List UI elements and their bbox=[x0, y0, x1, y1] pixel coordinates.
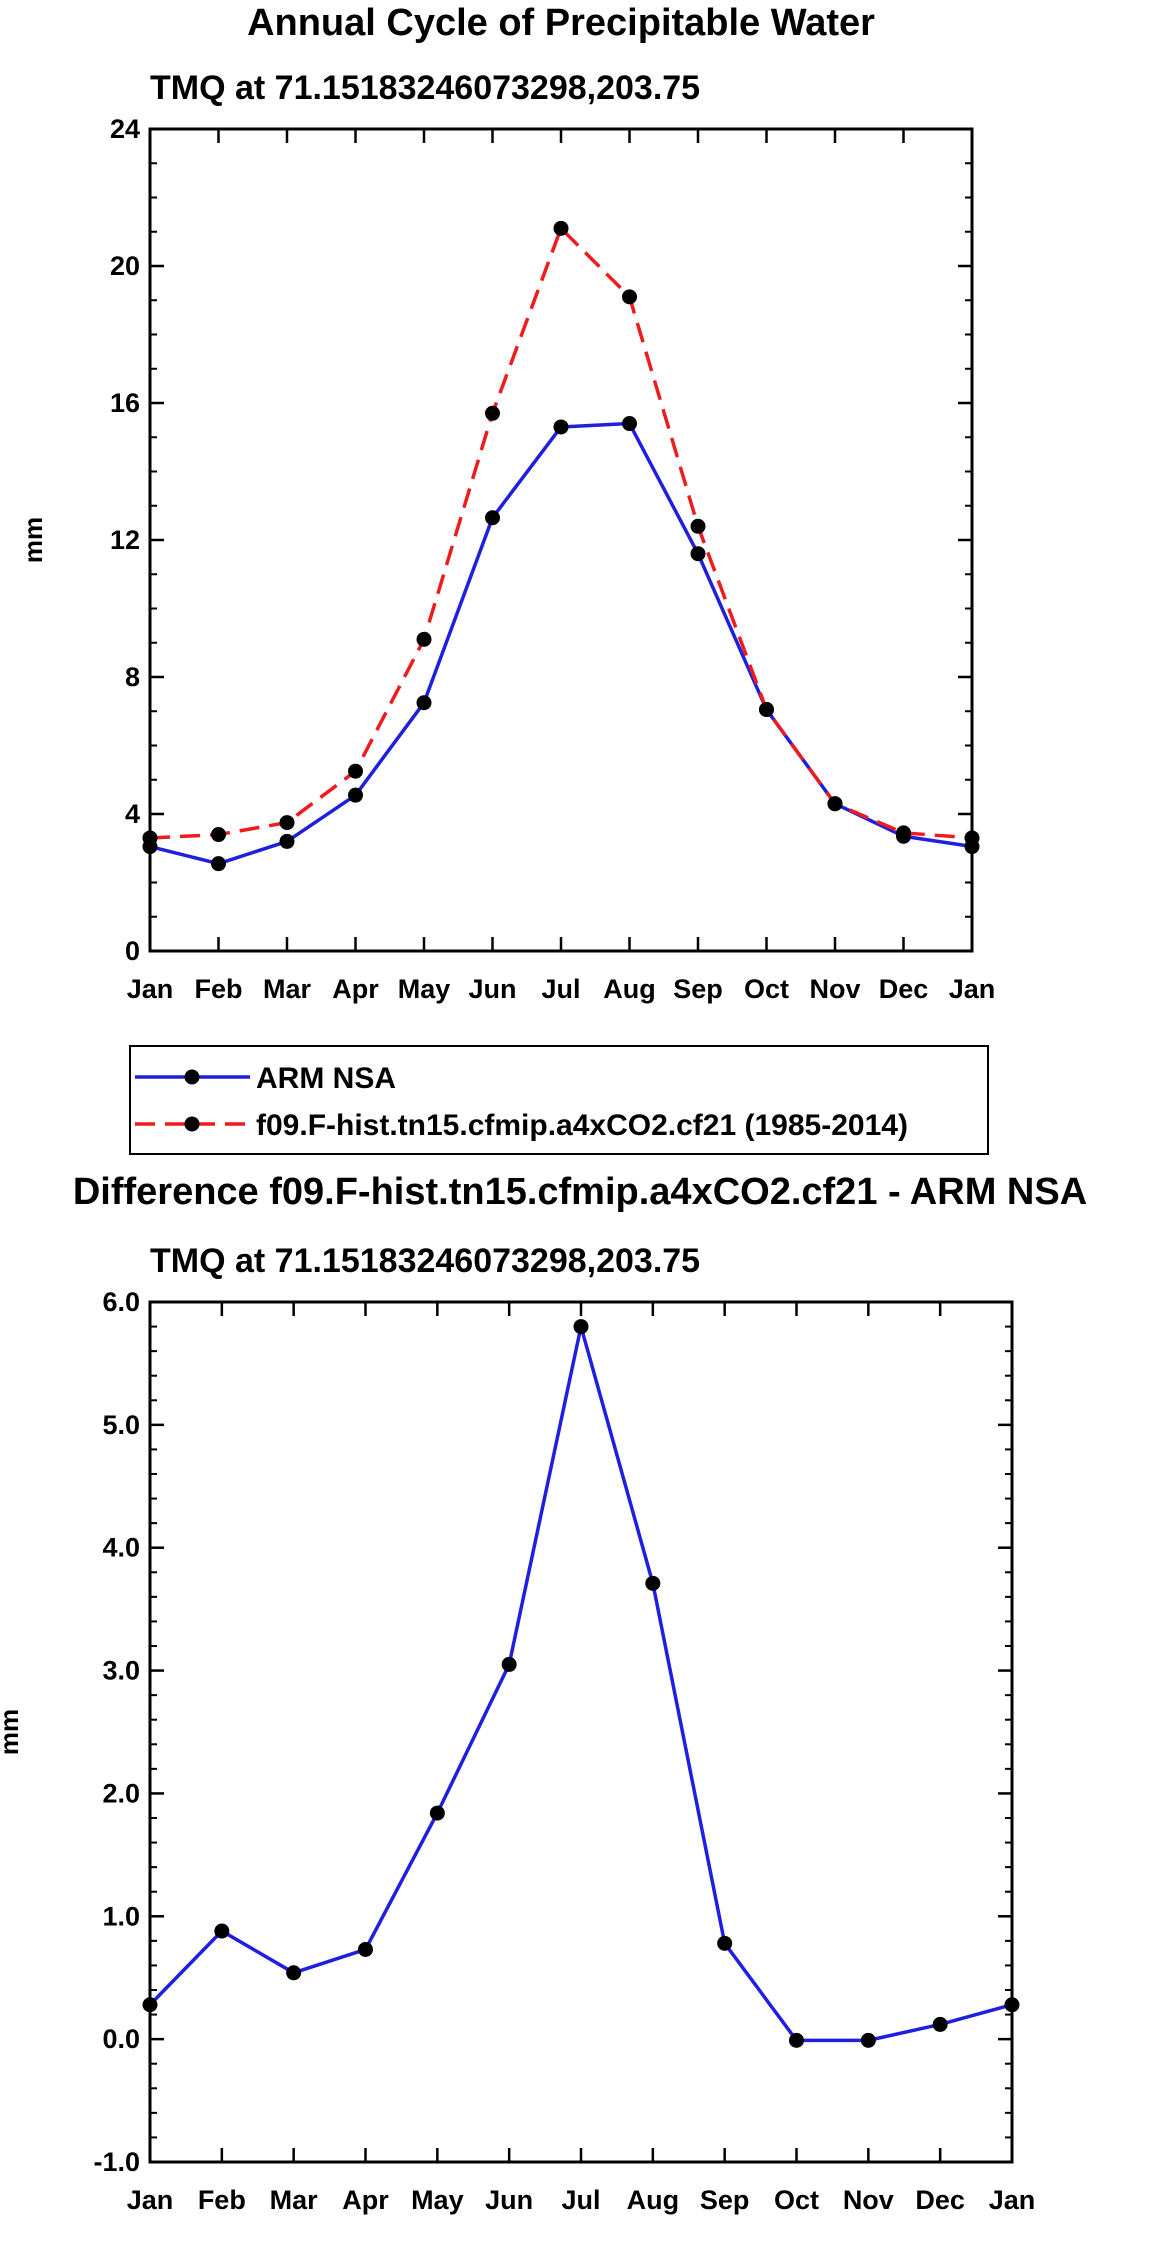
data-point-series-0 bbox=[211, 856, 226, 872]
x-tick-label: Jun bbox=[485, 2185, 533, 2215]
data-point-series-1 bbox=[827, 796, 843, 812]
y-tick-label: 24 bbox=[110, 114, 140, 144]
x-tick-label: Jan bbox=[127, 974, 174, 1004]
difference-chart: TMQ at 71.15183246073298,203.75 mm Jan Feb M… bbox=[0, 1242, 1035, 2215]
legend-box bbox=[129, 1045, 989, 1155]
y-tick-label: 16 bbox=[110, 388, 140, 418]
series-line-0 bbox=[148, 1324, 1013, 2043]
y-tick-label: 4 bbox=[125, 799, 140, 829]
x-tick-label: Sep bbox=[673, 974, 723, 1004]
legend: ARM NSA f09.F-hist.tn15.cfmip.a4xCO2.cf21… bbox=[129, 1045, 989, 1155]
difference-title: Difference f09.F-hist.tn15.cfmip.a4xCO2.… bbox=[73, 1171, 1087, 1213]
data-point-series-1 bbox=[759, 702, 774, 718]
y-axis-label: mm bbox=[18, 517, 48, 563]
data-point-series-1 bbox=[211, 827, 226, 843]
data-point-series-1 bbox=[690, 518, 706, 534]
y-tick-label: 4.0 bbox=[102, 1533, 140, 1563]
y-tick-label: 20 bbox=[110, 251, 140, 281]
legend-label-0: ARM NSA bbox=[256, 1062, 396, 1095]
y-tick-label: 12 bbox=[110, 525, 140, 555]
y-tick-label: 8 bbox=[125, 662, 140, 692]
x-tick-label: May bbox=[411, 2185, 464, 2215]
plot-frame bbox=[148, 127, 974, 953]
data-point-series-0 bbox=[789, 2032, 804, 2048]
data-point-series-0 bbox=[348, 787, 363, 803]
x-tick-label: Mar bbox=[270, 2185, 319, 2215]
data-point-series-1 bbox=[279, 815, 295, 831]
x-tick-label: Nov bbox=[809, 974, 860, 1004]
data-point-series-0 bbox=[501, 1656, 517, 1672]
x-tick-label: Feb bbox=[198, 2185, 246, 2215]
data-point-series-1 bbox=[485, 405, 500, 421]
plot-frame bbox=[148, 1300, 1014, 2164]
x-tick-label: Nov bbox=[843, 2185, 894, 2215]
x-tick-label: Dec bbox=[879, 974, 929, 1004]
legend-marker-1 bbox=[184, 1116, 200, 1132]
figure-title: Annual Cycle of Precipitable Water bbox=[247, 2, 875, 44]
y-tick-label: 0 bbox=[125, 936, 140, 966]
data-point-series-1 bbox=[348, 763, 363, 779]
x-tick-label: Dec bbox=[915, 2185, 965, 2215]
y-axis-label: mm bbox=[0, 1709, 24, 1755]
data-point-series-0 bbox=[429, 1805, 445, 1821]
data-point-series-0 bbox=[932, 2016, 948, 2032]
data-point-series-0 bbox=[573, 1319, 589, 1335]
data-point-series-0 bbox=[690, 546, 706, 562]
y-tick-label: 5.0 bbox=[102, 1410, 140, 1440]
x-tick-label: Oct bbox=[744, 974, 789, 1004]
data-point-series-1 bbox=[622, 289, 637, 305]
series-line-0 bbox=[149, 421, 973, 866]
chart-subtitle: TMQ at 71.15183246073298,203.75 bbox=[150, 1242, 700, 1280]
series-line-1 bbox=[149, 226, 973, 840]
data-point-series-0 bbox=[622, 416, 637, 432]
data-point-series-0 bbox=[214, 1923, 230, 1939]
data-point-series-0 bbox=[358, 1941, 373, 1957]
x-tick-label: Oct bbox=[774, 2185, 819, 2215]
annual-cycle-chart: TMQ at 71.15183246073298,203.75 mm Jan Feb M… bbox=[18, 69, 995, 1004]
y-tick-label: 0.0 bbox=[102, 2024, 140, 2054]
data-point-series-0 bbox=[553, 419, 569, 435]
data-point-series-1 bbox=[896, 825, 911, 841]
data-point-series-0 bbox=[485, 510, 500, 526]
legend-marker-0 bbox=[184, 1069, 200, 1085]
data-point-series-0 bbox=[717, 1935, 733, 1951]
data-point-series-0 bbox=[279, 833, 295, 849]
data-point-series-0 bbox=[286, 1965, 302, 1981]
x-tick-label: Jan bbox=[989, 2185, 1036, 2215]
x-tick-label: Mar bbox=[263, 974, 312, 1004]
chart-subtitle: TMQ at 71.15183246073298,203.75 bbox=[150, 69, 700, 107]
y-tick-label: 3.0 bbox=[102, 1656, 140, 1686]
x-tick-label: Jul bbox=[541, 974, 580, 1004]
x-tick-label: Feb bbox=[194, 974, 242, 1004]
data-point-series-1 bbox=[416, 631, 432, 647]
y-tick-label: 1.0 bbox=[102, 1901, 140, 1931]
legend-label-1: f09.F-hist.tn15.cfmip.a4xCO2.cf21 (1985-… bbox=[256, 1109, 908, 1142]
x-tick-label: Jun bbox=[468, 974, 516, 1004]
x-tick-label: May bbox=[398, 974, 451, 1004]
y-tick-label: 2.0 bbox=[102, 1778, 140, 1808]
data-point-series-0 bbox=[645, 1575, 661, 1591]
x-tick-label: Aug bbox=[603, 974, 655, 1004]
data-point-series-0 bbox=[416, 695, 432, 711]
x-tick-label: Jul bbox=[561, 2185, 600, 2215]
y-tick-label: 6.0 bbox=[102, 1287, 140, 1317]
x-tick-label: Sep bbox=[700, 2185, 750, 2215]
x-tick-label: Apr bbox=[332, 974, 379, 1004]
x-tick-label: Jan bbox=[949, 974, 996, 1004]
x-tick-label: Jan bbox=[127, 2185, 174, 2215]
data-point-series-1 bbox=[553, 220, 569, 236]
data-point-series-0 bbox=[860, 2032, 876, 2048]
y-tick-label: -1.0 bbox=[93, 2147, 140, 2177]
x-tick-label: Aug bbox=[627, 2185, 679, 2215]
x-tick-label: Apr bbox=[342, 2185, 389, 2215]
